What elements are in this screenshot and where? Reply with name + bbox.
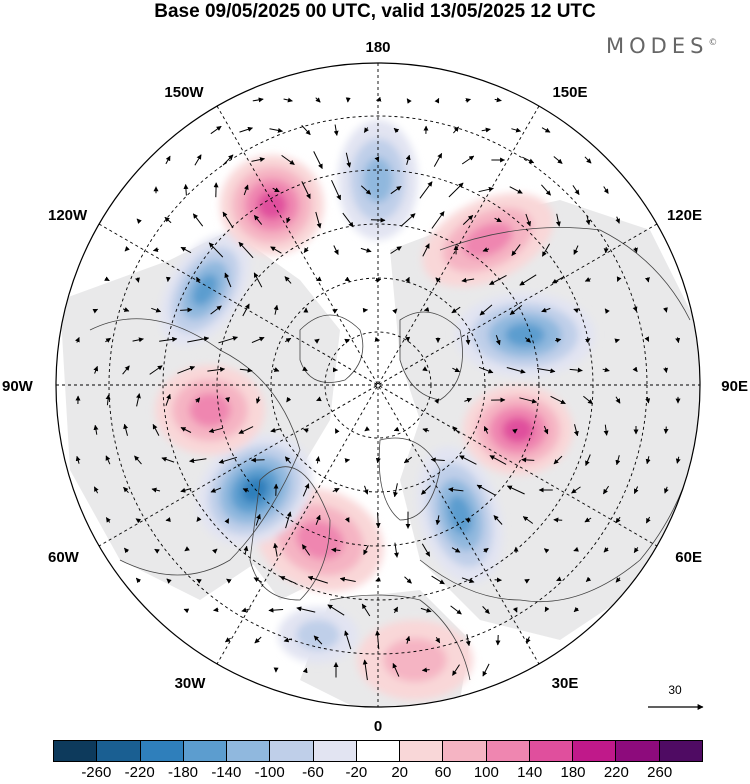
- wind-vector: [554, 520, 562, 521]
- anomaly-contour: [257, 191, 287, 220]
- reference-vector: 30: [648, 683, 703, 707]
- lon-label-120w: 120W: [48, 207, 88, 224]
- lon-label-30e: 30E: [552, 675, 579, 692]
- colorbar-tick-label: 20: [391, 764, 408, 781]
- lon-label-90w: 90W: [2, 378, 34, 395]
- wind-vector: [347, 460, 350, 461]
- colorbar-ticks: -260 -220 -180 -140 -100 -60 -20 20 60 100 140 180 2…: [0, 764, 750, 784]
- lon-label-60e: 60E: [675, 549, 702, 566]
- map-title: Base 09/05/2025 00 UTC, valid 13/05/2025…: [0, 0, 750, 24]
- colorbar-tick-label: 260: [647, 764, 672, 781]
- colorbar-swatch: [572, 741, 615, 761]
- reference-vector-label: 30: [668, 683, 682, 697]
- anomaly-high-5E: [357, 620, 473, 700]
- lon-label-180: 180: [365, 39, 390, 56]
- lon-label-150w: 150W: [164, 84, 204, 101]
- brand-name: MODES: [606, 34, 708, 58]
- colorbar-tick-label: 60: [435, 764, 452, 781]
- colorbar-swatch: [399, 741, 442, 761]
- colorbar-swatch: [356, 741, 399, 761]
- colorbar-tick-label: 220: [604, 764, 629, 781]
- colorbar-tick-label: -140: [211, 764, 241, 781]
- anomaly-contour: [296, 620, 340, 651]
- wind-vector: [666, 427, 667, 434]
- colorbar-tick-label: -220: [125, 764, 155, 781]
- colorbar-tick-label: -20: [345, 764, 367, 781]
- anomaly-contour: [502, 417, 533, 443]
- colorbar-tick-label: 180: [560, 764, 585, 781]
- colorbar-swatch: [140, 741, 183, 761]
- lon-label-90e: 90E: [721, 378, 748, 395]
- anomaly-contour: [383, 638, 446, 682]
- anomaly-low-100E: [455, 293, 595, 377]
- colorbar-tick-label: 140: [517, 764, 542, 781]
- lon-label-150e: 150E: [552, 84, 587, 101]
- anomaly-contour: [505, 323, 545, 347]
- anomaly-high-95W: [155, 365, 265, 455]
- colorbar-swatch: [226, 741, 269, 761]
- colorbar-swatch: [269, 741, 312, 761]
- colorbar-swatch: [96, 741, 139, 761]
- colorbar-swatch: [183, 741, 226, 761]
- map-disc: [40, 50, 720, 730]
- colorbar-swatch: [54, 741, 96, 761]
- colorbar-tick-label: -260: [81, 764, 111, 781]
- colorbar-tick-label: -100: [255, 764, 285, 781]
- lon-label-30w: 30W: [175, 675, 207, 692]
- wind-vector: [606, 247, 607, 253]
- lon-label-60w: 60W: [48, 549, 80, 566]
- wind-vector: [371, 220, 385, 221]
- colorbar-swatch: [486, 741, 529, 761]
- lon-label-0: 0: [374, 718, 382, 735]
- colorbar-tick-label: 100: [474, 764, 499, 781]
- brand-logo: MODES©: [606, 34, 717, 58]
- colorbar-swatch: [659, 741, 702, 761]
- colorbar-swatch: [313, 741, 356, 761]
- colorbar-swatch: [529, 741, 572, 761]
- wind-vector: [377, 340, 380, 341]
- colorbar-tick-label: -60: [302, 764, 324, 781]
- anomaly-contour: [189, 393, 230, 427]
- brand-mark: ©: [708, 38, 717, 48]
- colorbar: [53, 740, 703, 762]
- colorbar-swatch: [442, 741, 485, 761]
- lon-label-120e: 120E: [667, 207, 702, 224]
- colorbar-tick-label: -180: [168, 764, 198, 781]
- colorbar-swatch: [615, 741, 658, 761]
